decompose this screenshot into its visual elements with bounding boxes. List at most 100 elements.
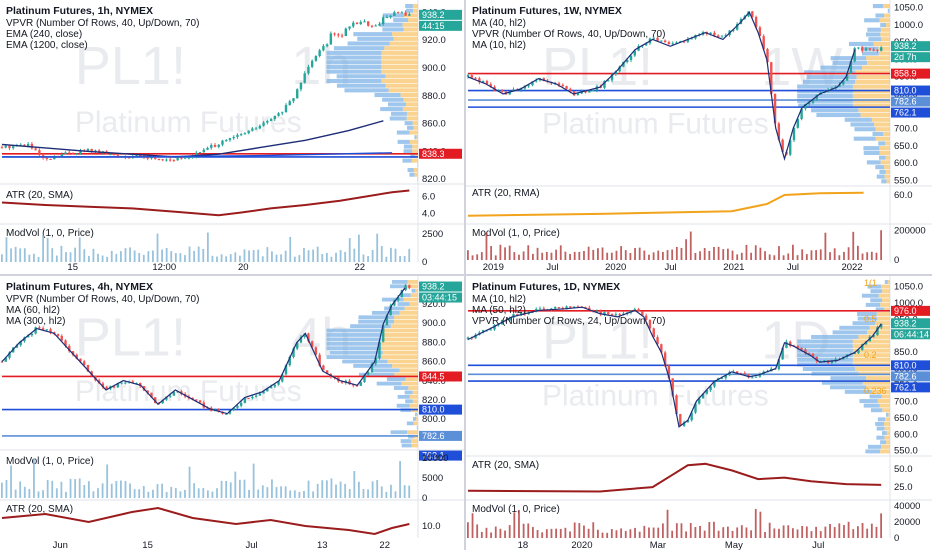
vpvr-bar-up xyxy=(326,56,381,60)
volume-bar xyxy=(285,251,287,262)
volume-bar xyxy=(93,249,95,262)
volume-bar xyxy=(546,529,548,538)
volume-bar xyxy=(671,250,673,260)
subpane-label-0: ATR (20, SMA) xyxy=(6,190,73,201)
volume-bar xyxy=(280,254,282,262)
volume-bar xyxy=(395,249,397,262)
vpvr-bar-up xyxy=(866,303,881,307)
chart-title: Platinum Futures, 1W, NYMEX xyxy=(472,5,622,17)
time-tick-3: 13 xyxy=(317,540,328,550)
vpvr-bar-down xyxy=(416,417,418,421)
volume-bar xyxy=(481,532,483,538)
candle-body xyxy=(865,48,867,50)
vpvr-bar-up xyxy=(398,302,410,306)
vpvr-bar-up xyxy=(326,337,381,341)
volume-bar xyxy=(648,527,650,538)
vpvr-bar-down xyxy=(410,140,418,144)
candle-body xyxy=(285,105,287,112)
volume-bar xyxy=(685,531,687,538)
chart-title: Platinum Futures, 1D, NYMEX xyxy=(472,281,620,293)
volume-bar xyxy=(671,531,673,538)
volume-bar xyxy=(230,482,232,498)
fib-label-3: 0.236 xyxy=(864,386,887,396)
vpvr-bar-up xyxy=(811,108,858,112)
volume-bar xyxy=(166,492,168,498)
candle-body xyxy=(341,35,343,36)
volume-bar xyxy=(221,254,223,262)
vpvr-bar-down xyxy=(885,427,890,431)
volume-bar xyxy=(102,483,104,498)
vpvr-bar-down xyxy=(879,294,890,298)
volume-bar xyxy=(820,249,822,260)
volume-bar xyxy=(93,491,95,498)
volume-bar xyxy=(289,490,291,498)
candle-body xyxy=(251,128,253,130)
candle-body xyxy=(46,158,48,159)
volume-bar xyxy=(852,232,854,260)
volume-bar xyxy=(79,237,81,262)
volume-bar xyxy=(578,523,580,538)
vpvr-bar-up xyxy=(797,85,853,89)
vpvr-bar-down xyxy=(381,333,418,337)
vpvr-bar-down xyxy=(882,298,890,302)
volume-bar xyxy=(285,486,287,498)
volume-bar xyxy=(56,488,58,498)
candle-body xyxy=(147,158,149,159)
volume-bar xyxy=(667,510,669,538)
vpvr-bar-down xyxy=(881,28,890,32)
volume-bar xyxy=(298,492,300,498)
volume-bar xyxy=(390,248,392,262)
vpvr-bar-down xyxy=(404,27,418,31)
volume-bar xyxy=(504,531,506,538)
time-tick-2: 20 xyxy=(238,262,249,273)
price-tick-4: 850.0 xyxy=(894,347,918,358)
vpvr-bar-down xyxy=(381,337,418,341)
candle-body xyxy=(64,153,66,155)
candle-body xyxy=(713,33,715,36)
vpvr-bar-down xyxy=(406,102,418,106)
vpvr-bar-up xyxy=(408,168,414,172)
volume-bar xyxy=(699,251,701,260)
vpvr-bar-down xyxy=(407,116,418,120)
chart-title: Platinum Futures, 1h, NYMEX xyxy=(6,5,153,17)
vpvr-bar-up xyxy=(353,32,392,36)
volume-bar xyxy=(862,254,864,260)
vpvr-bar-down xyxy=(882,408,890,412)
volume-bar xyxy=(657,528,659,538)
volume-bar xyxy=(289,237,291,262)
vpvr-bar-up xyxy=(394,386,408,390)
vpvr-bar-up xyxy=(380,107,403,111)
volume-bar xyxy=(349,489,351,498)
volume-bar xyxy=(175,488,177,498)
subpane-tick-1-0: 200000 xyxy=(894,225,926,236)
candle-body xyxy=(367,21,369,25)
candle-body xyxy=(562,85,564,86)
vpvr-bar-down xyxy=(887,179,890,183)
volume-bar xyxy=(179,253,181,262)
candle-body xyxy=(679,414,681,426)
volume-bar xyxy=(28,255,30,262)
candle-body xyxy=(57,334,59,336)
vpvr-bar-up xyxy=(859,399,877,403)
candle-body xyxy=(274,116,276,119)
volume-bar xyxy=(317,247,319,262)
panel-divider-horizontal[interactable] xyxy=(0,274,932,276)
candle-body xyxy=(375,25,377,26)
vpvr-bar-down xyxy=(878,399,890,403)
candle-body xyxy=(386,17,388,18)
volume-bar xyxy=(404,485,406,498)
vpvr-bar-down xyxy=(877,317,890,321)
vpvr-bar-down xyxy=(413,4,418,8)
volume-bar xyxy=(509,246,511,260)
vpvr-bar-up xyxy=(404,145,412,149)
vpvr-bar-down xyxy=(885,436,890,440)
vpvr-bar-down xyxy=(389,88,418,92)
vpvr-bar-down xyxy=(872,118,890,122)
volume-bar xyxy=(523,251,525,260)
